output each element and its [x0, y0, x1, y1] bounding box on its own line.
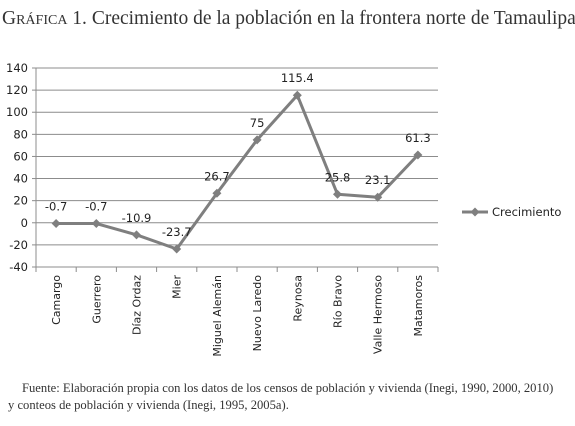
- x-category-label: Valle Hermoso: [372, 275, 385, 354]
- chart-title-prefix: Gráfica 1.: [2, 8, 87, 29]
- data-point-marker: [132, 230, 141, 240]
- footnote-line-1: Fuente: Elaboración propia con los datos…: [22, 381, 554, 395]
- y-tick-label: 80: [13, 127, 28, 141]
- data-label: -0.7: [85, 200, 107, 214]
- data-point-marker: [252, 135, 262, 145]
- data-label: 25.8: [325, 170, 351, 184]
- x-category-label: Matamoros: [412, 275, 425, 337]
- data-label: -0.7: [45, 200, 67, 214]
- y-tick-label: 60: [13, 149, 28, 163]
- y-tick-label: 100: [6, 105, 28, 119]
- y-tick-label: 140: [6, 61, 28, 75]
- data-label: 75: [250, 116, 265, 130]
- x-category-label: Nuevo Laredo: [251, 275, 264, 352]
- x-category-label: Miguel Alemán: [211, 275, 224, 357]
- data-point-marker: [292, 90, 302, 100]
- x-category-label: Camargo: [50, 275, 63, 325]
- chart-title: Gráfica 1. Crecimiento de la población e…: [2, 8, 575, 30]
- data-label: -23.7: [162, 225, 192, 239]
- x-category-label: Reynosa: [291, 275, 304, 322]
- x-category-label: Mier: [171, 275, 184, 299]
- data-label: 26.7: [204, 169, 230, 183]
- source-footnote: Fuente: Elaboración propia con los datos…: [8, 380, 568, 414]
- y-tick-label: 0: [21, 216, 28, 230]
- series-line: [56, 93, 419, 251]
- data-point-marker: [212, 188, 222, 198]
- y-tick-label: -40: [9, 260, 28, 274]
- data-point-marker: [373, 192, 383, 202]
- data-point-marker: [413, 150, 423, 160]
- data-label: 23.1: [365, 173, 391, 187]
- chart-title-text: Crecimiento de la población en la fronte…: [91, 8, 575, 29]
- growth-line-chart: -40 -20 0 20 40 60 80 100 120 140 Camargo Guerrero D…: [6, 61, 561, 357]
- y-tick-label: 120: [6, 83, 28, 97]
- x-category-label: Río Bravo: [332, 275, 345, 328]
- y-tick-label: 40: [13, 172, 28, 186]
- data-point-marker: [91, 219, 101, 229]
- x-category-label: Guerrero: [90, 275, 103, 324]
- data-label: -10.9: [122, 211, 152, 225]
- legend-swatch-marker: [470, 207, 480, 217]
- y-tick-label: 20: [13, 194, 28, 208]
- y-tick-label: -20: [9, 238, 28, 252]
- data-label: 115.4: [281, 71, 314, 85]
- legend-label: Crecimiento: [492, 205, 561, 219]
- data-label: 61.3: [405, 131, 431, 145]
- x-category-label: Díaz Ordaz: [131, 275, 144, 335]
- data-point-marker: [333, 189, 342, 199]
- footnote-line-2: y conteos de población y vivienda (Inegi…: [8, 398, 289, 412]
- data-point-marker: [172, 244, 182, 254]
- data-point-marker: [51, 219, 61, 229]
